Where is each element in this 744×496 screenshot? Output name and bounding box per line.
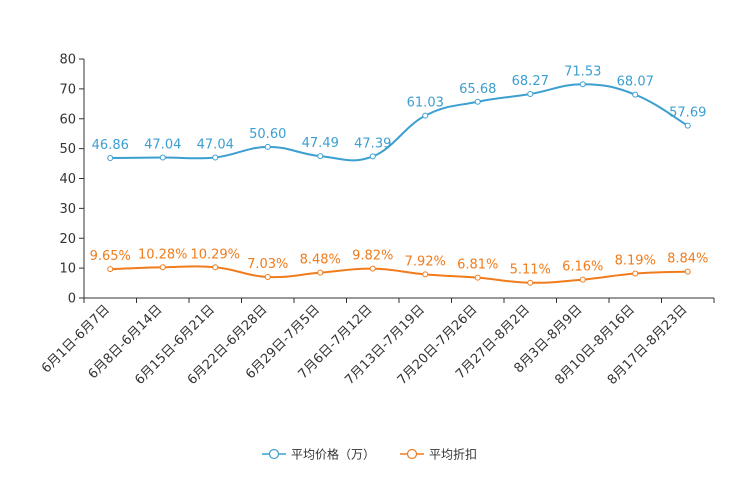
data-label: 6.81% — [457, 258, 498, 273]
legend-marker-icon — [406, 448, 418, 460]
data-point[interactable] — [632, 270, 639, 277]
y-tick-label: 40 — [59, 172, 76, 187]
data-point[interactable] — [212, 264, 219, 271]
data-point[interactable] — [632, 91, 639, 98]
data-point[interactable] — [317, 153, 324, 160]
data-point[interactable] — [684, 122, 691, 129]
legend-item-1[interactable]: 平均价格（万） — [262, 447, 375, 462]
data-label: 8.48% — [300, 253, 341, 268]
legend-label: 平均价格（万） — [291, 447, 375, 462]
data-point[interactable] — [369, 153, 376, 160]
chart-series: 46.86 47.04 47.04 50.60 47.49 47.39 61.03 65.68… — [90, 64, 708, 286]
data-label: 6.16% — [562, 260, 603, 275]
data-label: 61.03 — [407, 96, 444, 111]
series-1: 46.86 47.04 47.04 50.60 47.49 47.39 61.03 65.68… — [92, 64, 706, 162]
y-tick-label: 60 — [59, 112, 76, 127]
data-point[interactable] — [212, 154, 219, 161]
legend-item-2[interactable]: 平均折扣 — [400, 447, 477, 462]
data-point[interactable] — [579, 276, 586, 283]
series-2: 9.65% 10.28% 10.29% 7.03% 8.48% 9.82% 7.92% 6.8… — [90, 247, 708, 286]
y-tick-label: 80 — [59, 53, 76, 68]
y-tick-label: 10 — [59, 262, 76, 277]
data-point[interactable] — [527, 279, 534, 286]
chart-legend[interactable]: 平均价格（万） 平均折扣 — [262, 447, 477, 462]
data-point[interactable] — [159, 154, 166, 161]
data-label: 9.65% — [90, 249, 131, 264]
y-tick-label: 30 — [59, 202, 76, 217]
data-point[interactable] — [264, 143, 271, 150]
data-point[interactable] — [369, 265, 376, 272]
data-point[interactable] — [264, 273, 271, 280]
data-label: 46.86 — [92, 138, 129, 153]
chart-axes: 010203040506070806月1日-6月7日6月8日-6月14日6月15… — [39, 53, 715, 388]
data-label: 68.07 — [617, 75, 654, 90]
data-point[interactable] — [317, 269, 324, 276]
data-label: 7.92% — [405, 254, 446, 269]
series-line — [110, 265, 688, 284]
y-tick-label: 50 — [59, 142, 76, 157]
data-label: 8.19% — [615, 254, 656, 269]
data-label: 47.49 — [302, 136, 339, 151]
data-label: 10.28% — [138, 247, 188, 262]
series-line — [110, 83, 689, 162]
data-point[interactable] — [107, 266, 114, 273]
data-point[interactable] — [159, 264, 166, 271]
data-label: 47.04 — [144, 137, 181, 152]
data-point[interactable] — [107, 155, 114, 162]
data-point[interactable] — [422, 271, 429, 278]
data-label: 9.82% — [352, 249, 393, 264]
y-tick-label: 20 — [59, 232, 76, 247]
data-point[interactable] — [684, 268, 691, 275]
y-tick-label: 0 — [68, 292, 76, 307]
y-tick-label: 70 — [59, 82, 76, 97]
data-label: 68.27 — [512, 74, 549, 89]
data-point[interactable] — [474, 98, 481, 105]
data-point[interactable] — [422, 112, 429, 119]
data-label: 47.04 — [197, 137, 234, 152]
data-label: 65.68 — [459, 82, 496, 97]
data-point[interactable] — [474, 274, 481, 281]
data-label: 5.11% — [510, 263, 551, 278]
legend-marker-icon — [268, 448, 280, 460]
data-label: 7.03% — [247, 257, 288, 272]
data-label: 47.39 — [354, 136, 391, 151]
data-label: 50.60 — [249, 127, 286, 142]
data-label: 10.29% — [190, 247, 240, 262]
legend-label: 平均折扣 — [429, 447, 477, 462]
data-label: 8.84% — [667, 252, 708, 267]
data-point[interactable] — [527, 91, 534, 98]
data-label: 71.53 — [564, 64, 601, 79]
data-point[interactable] — [579, 81, 586, 88]
data-label: 57.69 — [669, 106, 706, 121]
